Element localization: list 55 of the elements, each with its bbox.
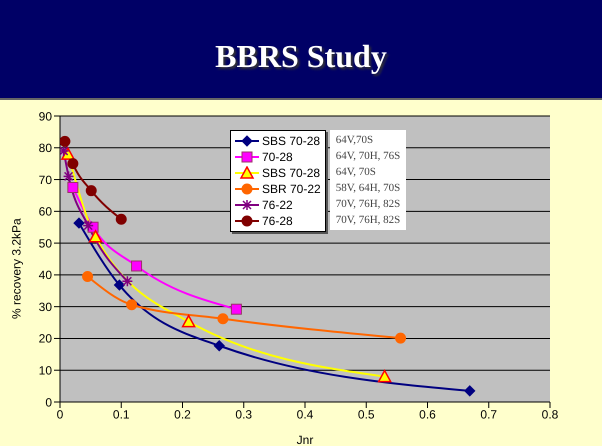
legend-label: SBS 70-28 (262, 166, 320, 180)
legend-label: SBR 70-22 (262, 182, 321, 196)
x-tick-label: 0.1 (112, 408, 130, 422)
legend-label: SBS 70-28 (262, 134, 320, 148)
annotation: 64V,70S (336, 133, 374, 148)
point (114, 280, 125, 291)
y-tick-label: 10 (38, 363, 52, 378)
point (82, 220, 94, 232)
y-tick-label: 20 (38, 332, 52, 346)
point (60, 136, 70, 147)
point (67, 158, 78, 170)
point (67, 182, 78, 193)
x-tick-label: 0 (56, 408, 64, 422)
point (86, 185, 97, 196)
point (182, 314, 196, 328)
annotation: 64V, 70H, 76S (336, 149, 400, 164)
point (62, 170, 74, 182)
y-tick-label: 40 (38, 268, 52, 282)
y-tick-label: 60 (38, 204, 52, 219)
x-tick-label: 0.3 (235, 408, 252, 422)
point (82, 270, 94, 282)
x-tick-label: 0.6 (419, 408, 436, 422)
y-tick-label: 90 (38, 109, 52, 124)
legend-label: 76-28 (262, 214, 293, 228)
x-axis-title: Jnr (296, 433, 314, 446)
point (88, 230, 102, 243)
y-tick-label: 0 (45, 395, 52, 410)
annotation: 70V, 76H, 82S (336, 213, 400, 228)
point (116, 214, 127, 225)
x-tick-label: 0.4 (296, 408, 314, 422)
point (73, 218, 84, 229)
point (126, 299, 138, 310)
y-axis-title: % recovery 3.2kPa (9, 218, 24, 319)
point (395, 332, 406, 344)
legend-label: 76-22 (262, 198, 293, 212)
x-tick-label: 0.7 (480, 408, 498, 422)
legend-label: 70-28 (262, 150, 293, 164)
x-tick-label: 0.2 (174, 408, 192, 422)
point (214, 340, 225, 352)
annotation: 64V, 70S (336, 165, 377, 180)
point (230, 304, 242, 315)
y-tick-label: 80 (38, 141, 52, 156)
y-tick-label: 50 (38, 236, 52, 250)
y-tick-label: 30 (38, 300, 52, 314)
x-tick-label: 0.5 (358, 408, 375, 422)
point (122, 275, 134, 287)
point (464, 385, 476, 396)
point (131, 260, 142, 272)
chart-title: BBRS Study (214, 38, 388, 75)
y-tick-label: 70 (38, 172, 52, 187)
x-tick-label: 0.8 (542, 408, 559, 422)
annotation: 70V, 76H, 82S (336, 197, 400, 212)
point (217, 313, 228, 324)
point (378, 370, 392, 382)
annotation: 58V, 64H, 70S (336, 181, 400, 196)
